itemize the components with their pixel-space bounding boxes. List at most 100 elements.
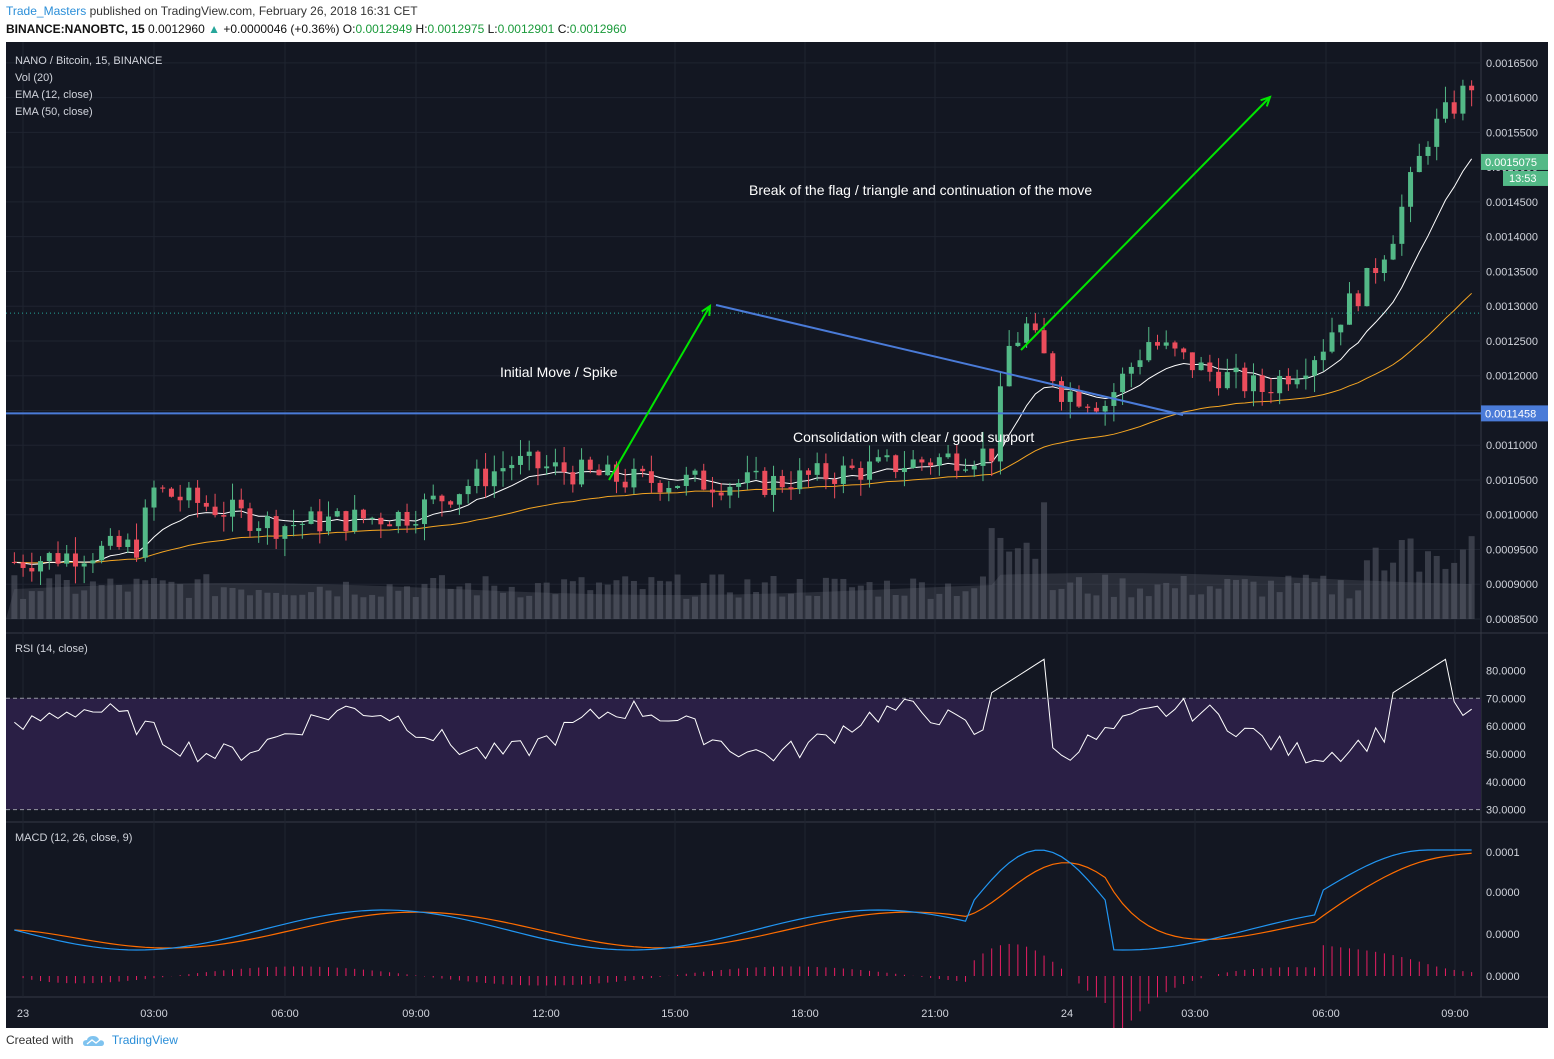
- candle-body: [552, 462, 558, 467]
- candle-body: [308, 511, 314, 524]
- candle-body: [334, 511, 340, 517]
- low-label: L:: [487, 22, 498, 36]
- volume-bar: [1398, 540, 1405, 619]
- volume-bar: [159, 580, 166, 619]
- candle-body: [727, 486, 733, 496]
- candle-body: [1303, 375, 1309, 379]
- tradingview-link[interactable]: TradingView: [111, 1033, 178, 1047]
- candle-body: [448, 501, 454, 505]
- volume-bar: [831, 578, 838, 619]
- candle-body: [247, 508, 253, 531]
- time-tick-label: 09:00: [1441, 1008, 1469, 1020]
- candle-body: [1242, 367, 1248, 392]
- candle-body: [142, 507, 148, 558]
- candle-body: [1416, 155, 1422, 173]
- rsi-tick-label: 40.0000: [1486, 777, 1526, 789]
- candle-body: [203, 502, 209, 507]
- candle-body: [596, 469, 602, 476]
- volume-bar: [770, 576, 777, 619]
- candle-body: [797, 470, 803, 490]
- volume-bar: [360, 597, 367, 619]
- candle-body: [1233, 367, 1239, 373]
- candle-body: [675, 485, 681, 488]
- chart-canvas[interactable]: 23 03:00 06:00 09:00 12:00 15:00 18:00 21:00 24 0…: [6, 42, 1548, 1028]
- candle-body: [666, 487, 672, 493]
- candle-body: [1067, 391, 1073, 402]
- candle-body: [1373, 268, 1379, 274]
- candle-body: [753, 470, 759, 473]
- last-price-label: 0.0015075: [1485, 157, 1537, 169]
- volume-bar: [936, 593, 943, 619]
- candle-body: [1154, 342, 1160, 346]
- price-tick-label: 0.0015500: [1486, 127, 1538, 139]
- candle-body: [125, 539, 131, 547]
- candle-body: [928, 462, 934, 466]
- volume-bar: [726, 592, 733, 619]
- candle-body: [823, 463, 829, 480]
- volume-bar: [142, 580, 149, 619]
- volume-bar: [526, 595, 533, 619]
- ema50-line: [14, 292, 1472, 564]
- volume-bar: [840, 578, 847, 619]
- candle-body: [1390, 243, 1396, 260]
- price-tick-label: 0.0010000: [1486, 510, 1538, 522]
- candle-body: [1137, 360, 1143, 367]
- volume-bar: [674, 574, 681, 619]
- candle-body: [1181, 348, 1187, 353]
- volume-bar: [1154, 584, 1161, 619]
- candle-body: [1006, 345, 1012, 387]
- candle-body: [936, 457, 942, 466]
- author-link[interactable]: Trade_Masters: [6, 4, 87, 18]
- volume-bar: [1233, 579, 1240, 619]
- candle-body: [1355, 293, 1361, 307]
- volume-bar: [54, 574, 61, 619]
- candle-body: [945, 453, 951, 458]
- candle-body: [238, 499, 244, 509]
- volume-bar: [37, 591, 44, 619]
- ohlc-line: BINANCE:NANOBTC, 15 0.0012960 ▲ +0.00000…: [6, 22, 626, 36]
- volume-bar: [587, 590, 594, 619]
- low-value: 0.0012901: [497, 22, 555, 36]
- volume-bar: [290, 595, 297, 619]
- volume-bar: [953, 596, 960, 619]
- candle-body: [1102, 405, 1108, 412]
- volume-bar: [1355, 590, 1362, 619]
- candle-body: [1198, 362, 1204, 371]
- up-triangle-icon: ▲: [208, 22, 220, 36]
- volume-bar: [892, 594, 899, 619]
- volume-bar: [1259, 596, 1266, 619]
- candle-body: [1312, 360, 1318, 376]
- volume-bar: [325, 590, 332, 619]
- candle-body: [901, 468, 907, 473]
- volume-bar: [412, 597, 419, 619]
- price-tick-label: 0.0011000: [1486, 440, 1537, 452]
- candle-body: [692, 470, 698, 475]
- volume-bar: [1198, 594, 1205, 619]
- candle-body: [256, 528, 262, 531]
- candle-body: [430, 495, 436, 500]
- candle-body: [631, 468, 637, 488]
- spike-arrow-head: [701, 304, 712, 317]
- volume-bar: [1215, 588, 1222, 619]
- price-tick-label: 0.0009000: [1486, 579, 1538, 591]
- price-tick-label: 0.0014000: [1486, 232, 1538, 244]
- volume-bar: [1267, 580, 1274, 619]
- price-tick-label: 0.0016500: [1486, 58, 1538, 70]
- candle-body: [282, 526, 288, 539]
- volume-bar: [133, 578, 140, 619]
- candle-body: [657, 482, 663, 493]
- volume-bar: [20, 598, 27, 619]
- candle-body: [299, 523, 305, 525]
- volume-bar: [98, 585, 105, 619]
- candle-body: [648, 471, 654, 483]
- candle-body: [771, 475, 777, 495]
- volume-bar: [1451, 562, 1458, 619]
- volume-bar: [971, 588, 978, 619]
- candle-body: [421, 499, 427, 525]
- candle-body: [980, 448, 986, 466]
- volume-bar: [700, 583, 707, 619]
- volume-bar: [168, 581, 175, 619]
- volume-bar: [787, 593, 794, 619]
- volume-bar: [508, 586, 515, 619]
- candle-body: [413, 524, 419, 526]
